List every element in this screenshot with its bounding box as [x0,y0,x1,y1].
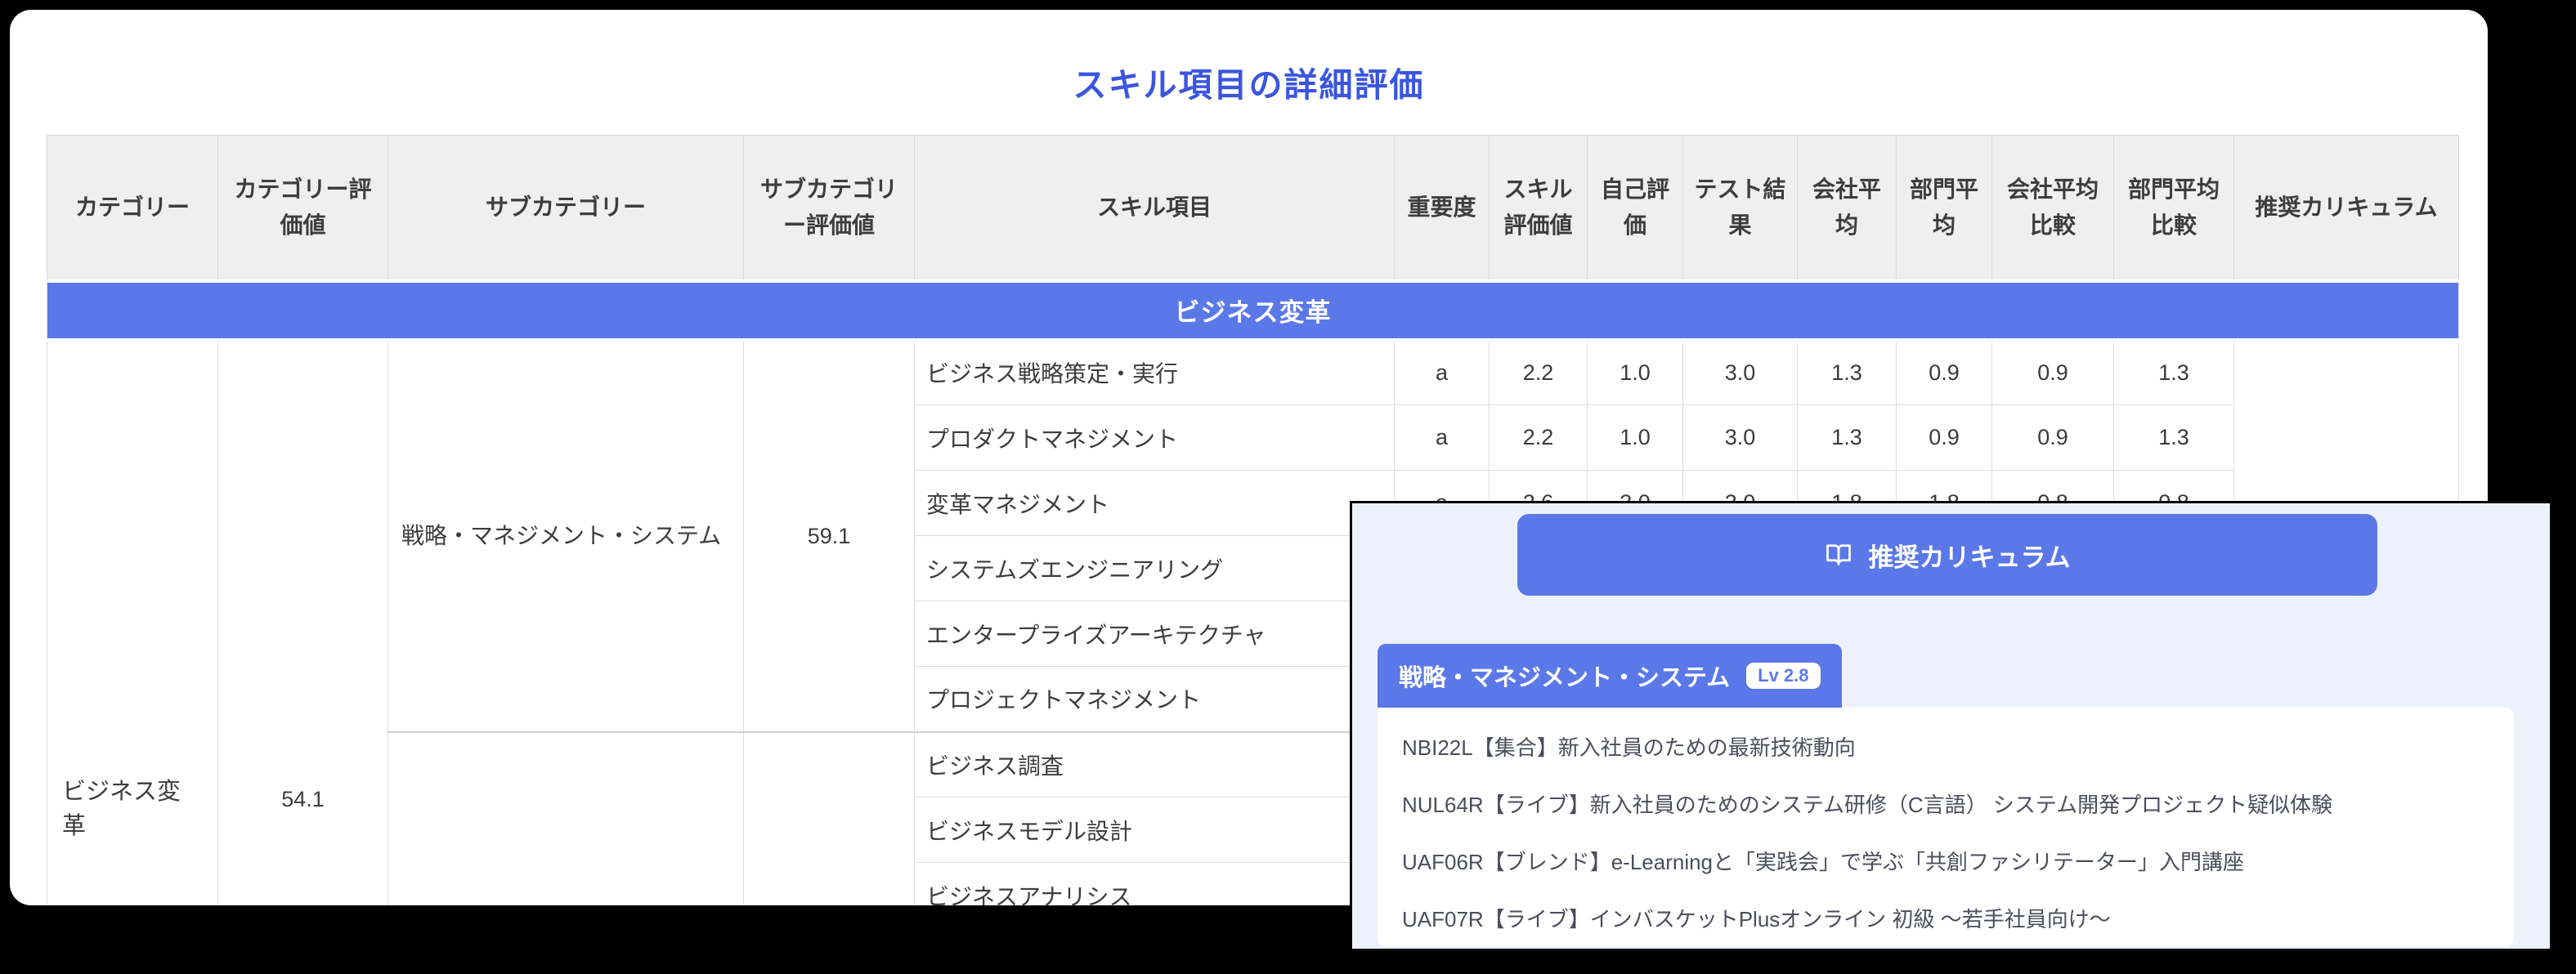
importance-cell: a [1394,404,1490,471]
test-result-cell: 3.0 [1682,339,1798,405]
book-icon [1824,540,1853,570]
course-list-item[interactable]: NUL64R【ライブ】新入社員のためのシステム研修（C言語） システム開発プロジ… [1402,792,2333,817]
company-average-comparison-cell: 0.9 [1991,404,2114,471]
column-header-subcategory-score: サブカテゴリー評価値 [743,135,915,281]
department-average-cell: 0.9 [1896,339,1992,405]
test-result-cell: 3.0 [1682,404,1798,471]
table-row: プロダクトマネジメント a 2.2 1.0 3.0 1.3 0.9 0.9 1.… [47,404,2459,471]
department-average-cell: 0.9 [1896,404,1992,471]
importance-cell: a [1394,339,1490,405]
subcategory-tab[interactable]: 戦略・マネジメント・システム Lv 2.8 [1378,644,1842,708]
column-header-skill-score: スキル評価値 [1489,135,1588,281]
skill-item-cell: システムズエンジニアリング [914,535,1395,601]
content-card: スキル項目の詳細評価 カテゴリー カテゴリー評価値 サブカテゴリー サブカテゴリ… [10,10,2488,905]
self-evaluation-cell: 1.0 [1587,339,1683,405]
column-header-company-average: 会社平均 [1797,135,1897,281]
recommended-curriculum-button[interactable]: 推奨カリキュラム [1517,514,2377,596]
skill-score-cell: 2.2 [1489,339,1588,405]
skill-score-cell: 2.2 [1489,404,1588,471]
course-list-panel: NBI22L【集合】新入社員のための最新技術動向 NUL64R【ライブ】新入社員… [1378,708,2514,946]
company-average-cell: 1.3 [1797,339,1897,405]
skill-evaluation-table: カテゴリー カテゴリー評価値 サブカテゴリー サブカテゴリー評価値 スキル項目 … [47,135,2459,905]
column-header-category-score: カテゴリー評価値 [217,135,388,281]
skill-item-cell: ビジネス調査 [914,730,1395,798]
category-band-label: ビジネス変革 [47,279,2459,342]
column-header-skill-item: スキル項目 [914,135,1395,281]
skill-item-cell: エンタープライズアーキテクチャ [914,601,1395,667]
department-average-comparison-cell: 1.3 [2113,339,2234,405]
subcategory-score-cell [743,730,915,905]
skill-item-cell: 変革マネジメント [914,470,1395,536]
company-average-cell: 1.3 [1797,404,1897,471]
column-header-recommended-curriculum: 推奨カリキュラム [2233,135,2459,281]
skill-item-cell: プロダクトマネジメント [914,404,1395,471]
skill-item-cell: ビジネス戦略策定・実行 [914,339,1395,405]
column-header-test-result: テスト結果 [1682,135,1798,281]
course-list-item[interactable]: NBI22L【集合】新入社員のための最新技術動向 [1402,735,1856,760]
skill-item-cell: ビジネスアナリシス [914,862,1395,905]
subcategory-score-cell: 59.1 [743,339,915,732]
subcategory-cell: 戦略・マネジメント・システム [388,339,744,732]
column-header-department-average: 部門平均 [1896,135,1992,281]
skill-item-cell: ビジネスモデル設計 [914,797,1395,863]
recommended-curriculum-button-label: 推奨カリキュラム [1868,543,2071,572]
column-header-self-evaluation: 自己評価 [1587,135,1683,281]
department-average-comparison-cell: 1.3 [2113,404,2234,471]
table-header-row: カテゴリー カテゴリー評価値 サブカテゴリー サブカテゴリー評価値 スキル項目 … [47,135,2459,281]
category-band-row: ビジネス変革 [47,279,2459,342]
table-row: ビジネス変革 54.1 戦略・マネジメント・システム 59.1 ビジネス戦略策定… [47,339,2459,905]
column-header-subcategory: サブカテゴリー [388,135,744,281]
column-header-category: カテゴリー [47,135,218,281]
course-list-item[interactable]: UAF06R【ブレンド】e-Learningと「実践会」で学ぶ「共創ファシリテー… [1402,849,2245,874]
company-average-comparison-cell: 0.9 [1991,339,2114,405]
page-title: スキル項目の詳細評価 [1073,66,1425,104]
category-cell: ビジネス変革 [47,339,218,905]
column-header-department-average-comparison: 部門平均比較 [2113,135,2234,281]
subcategory-cell [388,730,744,905]
self-evaluation-cell: 1.0 [1587,404,1683,471]
column-header-company-average-comparison: 会社平均比較 [1991,135,2114,281]
level-badge: Lv 2.8 [1746,663,1821,689]
column-header-importance: 重要度 [1394,135,1490,281]
recommended-curriculum-popup: 推奨カリキュラム 戦略・マネジメント・システム Lv 2.8 NBI22L【集合… [1350,501,2552,951]
course-list-item[interactable]: UAF07R【ライブ】インバスケットPlusオンライン 初級 〜若手社員向け〜 [1402,906,2111,932]
skill-item-cell: プロジェクトマネジメント [914,666,1395,732]
category-score-cell: 54.1 [217,339,388,905]
subcategory-tab-label: 戦略・マネジメント・システム [1399,665,1731,691]
